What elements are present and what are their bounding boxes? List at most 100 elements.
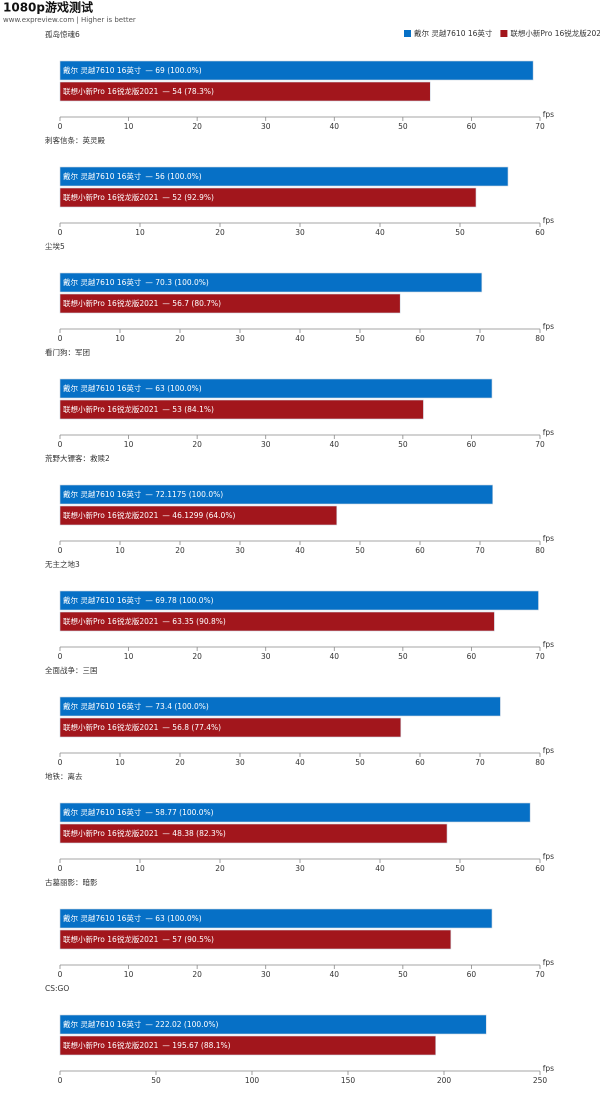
x-tick-label: 50: [355, 546, 365, 555]
bar-label: 戴尔 灵越7610 16英寸 — 63 (100.0%): [63, 913, 202, 923]
series-name: 戴尔 灵越7610 16英寸: [63, 171, 142, 181]
value-label: — 70.3 (100.0%): [145, 278, 208, 287]
x-tick-label: 60: [535, 864, 545, 873]
x-tick-label: 70: [535, 440, 545, 449]
x-tick-label: 10: [124, 652, 134, 661]
x-tick-label: 200: [437, 1076, 452, 1085]
x-tick-label: 80: [535, 546, 545, 555]
x-tick-label: 40: [295, 758, 305, 767]
bar-label: 戴尔 灵越7610 16英寸 — 222.02 (100.0%): [63, 1019, 218, 1029]
chart-title: CS:GO: [45, 984, 69, 993]
series-name: 联想小新Pro 16锐龙版2021: [63, 1040, 159, 1050]
x-tick-label: 40: [330, 970, 340, 979]
x-tick-label: 20: [175, 334, 185, 343]
x-tick-label: 20: [215, 228, 225, 237]
series-name: 戴尔 灵越7610 16英寸: [63, 277, 142, 287]
x-tick-label: 30: [261, 652, 271, 661]
x-axis-label: fps: [543, 534, 554, 543]
x-tick-label: 10: [115, 334, 125, 343]
value-label: — 56.7 (80.7%): [162, 299, 221, 308]
bar-label: 戴尔 灵越7610 16英寸 — 58.77 (100.0%): [63, 807, 214, 817]
x-tick-label: 50: [398, 970, 408, 979]
bar: [59, 802, 531, 823]
bar: [59, 399, 424, 420]
value-label: — 195.67 (88.1%): [162, 1041, 230, 1050]
x-tick-label: 0: [58, 970, 63, 979]
series-name: 联想小新Pro 16锐龙版2021: [63, 934, 159, 944]
x-axis-label: fps: [543, 1064, 554, 1073]
x-tick-label: 0: [58, 1076, 63, 1085]
x-axis-label: fps: [543, 322, 554, 331]
value-label: — 63 (100.0%): [145, 384, 201, 393]
bar: [59, 378, 493, 399]
x-tick-label: 20: [192, 440, 202, 449]
value-label: — 53 (84.1%): [162, 405, 214, 414]
series-name: 联想小新Pro 16锐龙版2021: [63, 86, 159, 96]
x-tick-label: 30: [235, 334, 245, 343]
bar-label: 戴尔 灵越7610 16英寸 — 56 (100.0%): [63, 171, 202, 181]
x-tick-label: 30: [261, 440, 271, 449]
x-tick-label: 50: [455, 864, 465, 873]
x-tick-label: 0: [58, 864, 63, 873]
x-tick-label: 70: [535, 970, 545, 979]
x-tick-label: 40: [295, 546, 305, 555]
bar-label: 联想小新Pro 16锐龙版2021— 53 (84.1%): [63, 404, 214, 414]
x-tick-label: 50: [398, 122, 408, 131]
x-tick-label: 60: [467, 970, 477, 979]
x-tick-label: 20: [175, 758, 185, 767]
bar: [59, 823, 448, 844]
bar-label: 戴尔 灵越7610 16英寸 — 63 (100.0%): [63, 383, 202, 393]
bar: [59, 696, 501, 717]
chart-title: 全面战争：三国: [45, 665, 98, 675]
bar: [59, 166, 509, 187]
x-axis-label: fps: [543, 852, 554, 861]
bar: [59, 293, 401, 314]
bar: [59, 484, 494, 505]
bar: [59, 908, 493, 929]
x-tick-label: 50: [151, 1076, 161, 1085]
bar: [59, 81, 431, 102]
x-tick-label: 70: [475, 758, 485, 767]
value-label: — 58.77 (100.0%): [145, 808, 213, 817]
x-tick-label: 100: [245, 1076, 260, 1085]
series-name: 戴尔 灵越7610 16英寸: [63, 701, 142, 711]
series-name: 联想小新Pro 16锐龙版2021: [63, 298, 159, 308]
x-tick-label: 20: [175, 546, 185, 555]
bar: [59, 1035, 436, 1056]
chart-title: 看门狗：军团: [45, 347, 90, 357]
series-name: 联想小新Pro 16锐龙版2021: [63, 828, 159, 838]
bar: [59, 187, 477, 208]
series-name: 戴尔 灵越7610 16英寸: [63, 65, 142, 75]
x-axis-label: fps: [543, 110, 554, 119]
chart-title: 孤岛惊魂6: [45, 29, 80, 39]
x-tick-label: 0: [58, 228, 63, 237]
series-name: 戴尔 灵越7610 16英寸: [63, 595, 142, 605]
x-tick-label: 10: [124, 440, 134, 449]
x-tick-label: 30: [261, 122, 271, 131]
value-label: — 46.1299 (64.0%): [162, 511, 235, 520]
bar: [59, 505, 338, 526]
bar-label: 联想小新Pro 16锐龙版2021— 63.35 (90.8%): [63, 616, 226, 626]
x-tick-label: 0: [58, 334, 63, 343]
chart-title: 地铁：离去: [45, 771, 83, 781]
x-tick-label: 70: [475, 546, 485, 555]
bar-label: 联想小新Pro 16锐龙版2021— 54 (78.3%): [63, 86, 214, 96]
value-label: — 56.8 (77.4%): [162, 723, 221, 732]
x-tick-label: 60: [415, 758, 425, 767]
x-tick-label: 50: [355, 758, 365, 767]
x-tick-label: 40: [375, 228, 385, 237]
x-tick-label: 50: [398, 440, 408, 449]
bar: [59, 717, 402, 738]
chart-title: 荒野大镖客：救赎2: [45, 453, 110, 463]
x-tick-label: 70: [535, 652, 545, 661]
x-tick-label: 40: [295, 334, 305, 343]
bar-label: 联想小新Pro 16锐龙版2021— 46.1299 (64.0%): [63, 510, 235, 520]
bar-label: 戴尔 灵越7610 16英寸 — 73.4 (100.0%): [63, 701, 209, 711]
chart-title: 古墓丽影：暗影: [45, 877, 98, 887]
series-name: 联想小新Pro 16锐龙版2021: [63, 616, 159, 626]
x-tick-label: 80: [535, 334, 545, 343]
x-tick-label: 20: [192, 652, 202, 661]
bar-label: 戴尔 灵越7610 16英寸 — 69.78 (100.0%): [63, 595, 214, 605]
bar: [59, 590, 539, 611]
x-tick-label: 60: [535, 228, 545, 237]
